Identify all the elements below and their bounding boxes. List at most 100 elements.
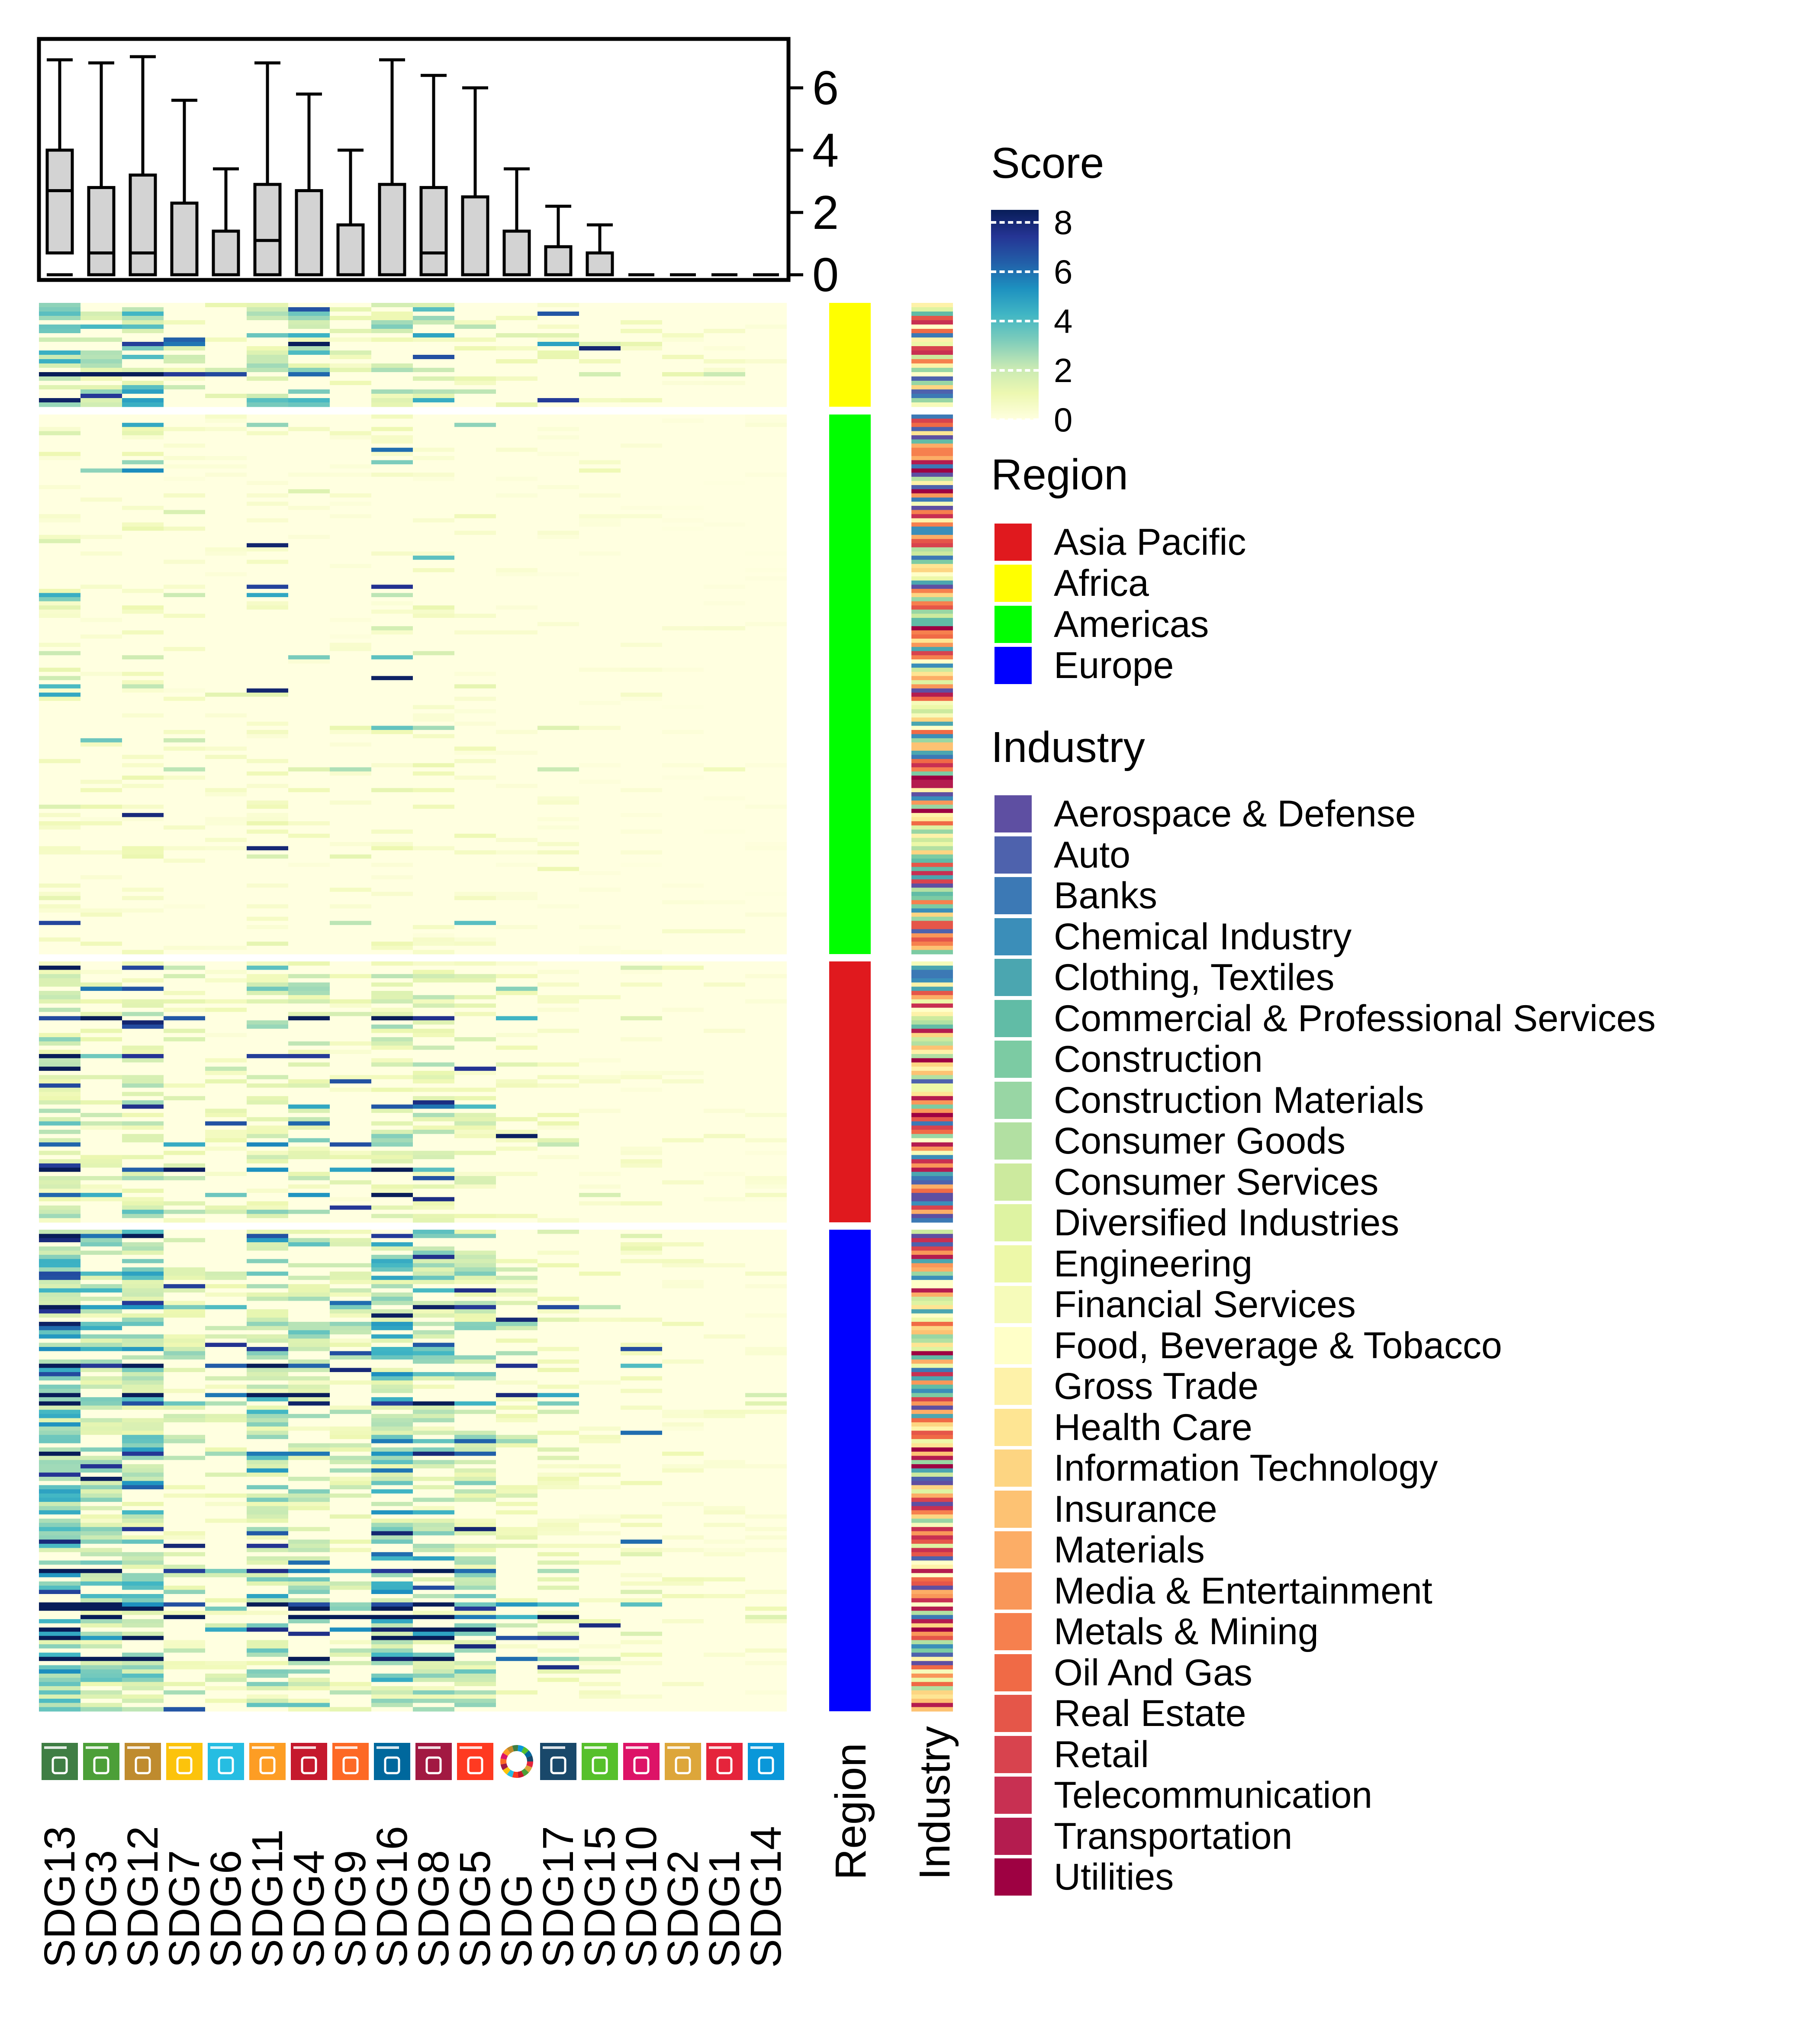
heatmap-cell xyxy=(205,539,247,543)
heatmap-cell xyxy=(80,547,122,552)
heatmap-cell xyxy=(122,663,164,668)
heatmap-cell xyxy=(745,1280,787,1285)
heatmap-cell xyxy=(496,522,537,527)
heatmap-cell xyxy=(205,389,247,394)
heatmap-cell xyxy=(496,456,537,461)
heatmap-cell xyxy=(621,372,662,377)
heatmap-cell xyxy=(621,1263,662,1268)
heatmap-cell xyxy=(413,950,454,955)
heatmap-cell xyxy=(330,871,371,876)
heatmap-cell xyxy=(205,796,247,801)
heatmap-cell xyxy=(413,630,454,635)
heatmap-cell xyxy=(371,447,413,452)
heatmap-cell xyxy=(579,614,621,618)
heatmap-cell xyxy=(454,759,496,764)
heatmap-cell xyxy=(621,355,662,360)
heatmap-cell xyxy=(745,655,787,660)
heatmap-cell xyxy=(496,1393,537,1398)
heatmap-cell xyxy=(621,1301,662,1305)
heatmap-cell xyxy=(579,355,621,360)
heatmap-cell xyxy=(330,1041,371,1046)
heatmap-cell xyxy=(330,1460,371,1465)
heatmap-cell xyxy=(704,1405,745,1410)
heatmap-cell xyxy=(247,1113,288,1118)
heatmap-cell xyxy=(164,829,205,834)
heatmap-cell xyxy=(579,833,621,839)
heatmap-cell xyxy=(288,1288,330,1293)
heatmap-cell xyxy=(496,1376,537,1381)
heatmap-cell xyxy=(371,346,413,351)
heatmap-cell xyxy=(330,676,371,681)
heatmap-cell xyxy=(39,925,80,930)
heatmap-cell xyxy=(39,1443,80,1448)
heatmap-cell xyxy=(537,1255,579,1260)
heatmap-cell xyxy=(537,643,579,647)
heatmap-cell xyxy=(205,1201,247,1206)
heatmap-cell xyxy=(247,684,288,689)
heatmap-cell xyxy=(205,1054,247,1059)
heatmap-cell xyxy=(454,497,496,502)
heatmap-cell xyxy=(288,1218,330,1223)
heatmap-cell xyxy=(330,1142,371,1147)
heatmap-cell xyxy=(496,883,537,888)
heatmap-cell xyxy=(164,468,205,473)
heatmap-cell xyxy=(454,643,496,647)
heatmap-cell xyxy=(579,1142,621,1147)
heatmap-cell xyxy=(413,1209,454,1215)
heatmap-cell xyxy=(704,1037,745,1042)
heatmap-cell xyxy=(537,879,579,884)
heatmap-cell xyxy=(80,1218,122,1223)
heatmap-cell xyxy=(621,605,662,610)
heatmap-cell xyxy=(454,871,496,876)
heatmap-cell xyxy=(39,1250,80,1255)
heatmap-cell xyxy=(704,630,745,635)
heatmap-cell xyxy=(579,730,621,735)
heatmap-cell xyxy=(164,1393,205,1398)
heatmap-cell xyxy=(704,1054,745,1059)
heatmap-cell xyxy=(454,896,496,900)
heatmap-cell xyxy=(745,1242,787,1247)
heatmap-cell xyxy=(496,435,537,440)
heatmap-cell xyxy=(454,1192,496,1198)
heatmap-cell xyxy=(496,1351,537,1356)
heatmap-cell xyxy=(621,337,662,342)
heatmap-cell xyxy=(537,1197,579,1202)
heatmap-cell xyxy=(205,398,247,403)
heatmap-cell xyxy=(122,303,164,308)
heatmap-cell xyxy=(80,896,122,900)
heatmap-cell xyxy=(621,991,662,996)
heatmap-cell xyxy=(371,614,413,618)
heatmap-cell xyxy=(247,501,288,506)
heatmap-cell xyxy=(745,1439,787,1444)
heatmap-cell xyxy=(704,1435,745,1440)
heatmap-cell xyxy=(496,813,537,818)
heatmap-cell xyxy=(205,1230,247,1234)
heatmap-cell xyxy=(454,489,496,494)
heatmap-cell xyxy=(80,337,122,342)
heatmap-cell xyxy=(371,1276,413,1280)
heatmap-cell xyxy=(247,887,288,892)
heatmap-cell xyxy=(662,452,704,456)
heatmap-cell xyxy=(164,585,205,589)
heatmap-cell xyxy=(330,1214,371,1218)
heatmap-cell xyxy=(205,684,247,689)
heatmap-cell xyxy=(164,750,205,755)
heatmap-cell xyxy=(621,601,662,606)
heatmap-cell xyxy=(39,1180,80,1185)
heatmap-cell xyxy=(496,303,537,308)
heatmap-cell xyxy=(330,325,371,329)
heatmap-cell xyxy=(288,398,330,403)
heatmap-cell xyxy=(579,585,621,589)
heatmap-cell xyxy=(288,1151,330,1155)
heatmap-cell xyxy=(39,817,80,822)
heatmap-cell xyxy=(330,904,371,909)
heatmap-cell xyxy=(164,618,205,623)
heatmap-cell xyxy=(579,1276,621,1280)
heatmap-cell xyxy=(621,1117,662,1122)
heatmap-cell xyxy=(164,506,205,511)
heatmap-cell xyxy=(164,568,205,573)
heatmap-cell xyxy=(164,668,205,672)
heatmap-cell xyxy=(288,320,330,325)
heatmap-cell xyxy=(579,937,621,942)
